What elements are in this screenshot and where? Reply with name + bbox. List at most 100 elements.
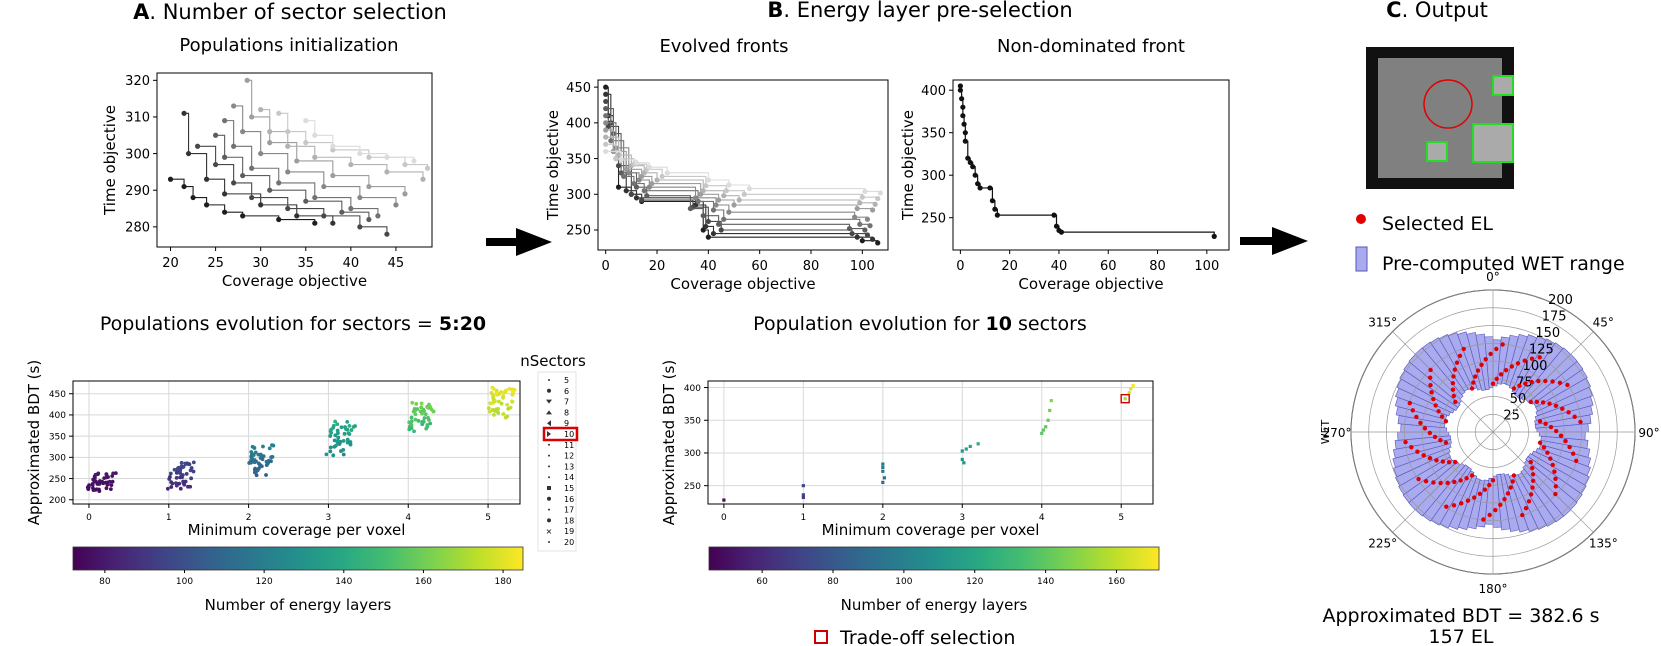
selected-el-point <box>1560 406 1565 411</box>
selected-el-point <box>1457 353 1463 358</box>
scatter-point <box>1127 391 1131 395</box>
selected-el-point <box>1438 437 1443 443</box>
polar-angle-label: 270° <box>1323 426 1352 440</box>
nsectors-legend-label: 7 <box>564 398 569 407</box>
front-point <box>970 164 976 170</box>
selected-el-point <box>1409 445 1414 450</box>
selected-el-point <box>1517 383 1522 388</box>
front-point <box>258 150 264 157</box>
selected-el-point <box>1553 484 1559 489</box>
colorbar-tick-label: 80 <box>99 577 111 587</box>
scatter-point <box>254 469 259 474</box>
front-point <box>613 155 619 162</box>
front-point <box>402 191 408 197</box>
selected-el-point <box>1534 399 1540 404</box>
front-point <box>330 147 336 153</box>
scatter-point <box>169 485 174 489</box>
selected-el-point <box>1550 462 1555 468</box>
selected-el-label: Selected EL <box>1382 213 1493 235</box>
front-line <box>605 115 871 226</box>
front-point <box>975 181 981 187</box>
polar-angle-label: 135° <box>1589 536 1618 550</box>
front-point <box>312 220 318 226</box>
selected-el-point <box>1477 491 1483 497</box>
y-tick-label: 250 <box>566 224 591 239</box>
chart-pop-evolution: 0 1 2 3 4 5 200 250 300 350 400 450 Minimum coverage… <box>25 360 524 614</box>
x-tick-label: 20 <box>162 256 179 271</box>
x-tick-label: 2 <box>880 513 886 523</box>
front-point <box>857 221 863 227</box>
nsectors-legend-marker <box>547 518 551 523</box>
scatter-point <box>510 389 515 394</box>
front-point <box>285 143 291 149</box>
scatter-point <box>254 473 259 478</box>
scatter-point <box>188 484 193 489</box>
front-line <box>305 120 415 161</box>
scatter-point <box>506 406 511 411</box>
arrow-b-to-c <box>1240 227 1308 255</box>
nsectors-legend-marker <box>546 410 552 415</box>
scatter-point <box>342 431 347 436</box>
selected-el-point <box>1553 476 1558 482</box>
pop-evo-title-text: Populations evolution for sectors = <box>100 313 439 335</box>
front-line <box>605 136 876 205</box>
front-point <box>603 134 609 140</box>
wet-range-bar <box>1500 473 1520 532</box>
selected-el-point <box>1418 420 1423 426</box>
wet-range-bar <box>1508 474 1539 532</box>
front-point <box>240 172 246 179</box>
colorbar-tick-label: 100 <box>176 577 193 587</box>
scatter-point <box>421 419 426 424</box>
selected-el-point <box>1500 342 1505 347</box>
front-point <box>339 209 345 215</box>
front-point <box>222 118 228 124</box>
tradeoff-marker <box>1120 393 1130 404</box>
scatter-point <box>191 460 196 465</box>
selected-el-point <box>1530 465 1535 471</box>
front-point <box>716 197 722 203</box>
panel-b-letter: B <box>767 0 783 22</box>
front-point <box>194 143 201 149</box>
y-tick-label: 400 <box>566 117 591 132</box>
scatter-point <box>271 443 276 448</box>
scatter-point <box>505 414 510 419</box>
front-point <box>603 98 609 105</box>
scatter-point <box>107 479 112 484</box>
front-point <box>321 183 327 190</box>
front-point <box>875 240 881 246</box>
selected-el-point <box>1403 439 1408 445</box>
front-point <box>639 173 645 180</box>
nsectors-legend-marker <box>548 476 550 479</box>
selected-el-point <box>1421 453 1426 458</box>
selected-el-point <box>1529 356 1535 361</box>
y-tick-label: 350 <box>566 152 591 167</box>
scatter-point <box>502 390 507 395</box>
scatter-point <box>1131 383 1135 388</box>
scatter-point <box>492 412 496 417</box>
colorbar <box>708 546 1160 571</box>
selected-el-point <box>1423 478 1429 484</box>
nsectors-legend-label: 13 <box>564 462 574 471</box>
scatter-point <box>337 441 342 446</box>
selected-el-point <box>1528 492 1534 497</box>
polar-radial-tick-label: 150 <box>1535 326 1560 341</box>
front-point <box>959 96 965 102</box>
front-line <box>605 122 869 220</box>
scatter-point <box>494 388 499 393</box>
scatter-point <box>247 461 252 465</box>
nsectors-legend-label: 18 <box>564 516 574 525</box>
scatter-point <box>269 455 274 460</box>
front-point <box>659 173 665 180</box>
front-point <box>603 120 609 126</box>
y-tick-label: 300 <box>921 169 946 184</box>
front-point <box>348 205 354 212</box>
panel-c-letter: C <box>1386 0 1401 22</box>
scatter-point <box>332 438 337 443</box>
wet-range-bar <box>1466 332 1486 391</box>
polar-spoke <box>1392 331 1494 433</box>
chart-evolved-fronts: 0 20 40 60 80 100 250 300 350 400 450 Coverage obje… <box>544 79 889 293</box>
selected-el-point <box>1523 506 1529 511</box>
front-point <box>231 103 237 109</box>
evolved-title: Evolved fronts <box>659 36 788 57</box>
scatter-point <box>168 474 172 479</box>
